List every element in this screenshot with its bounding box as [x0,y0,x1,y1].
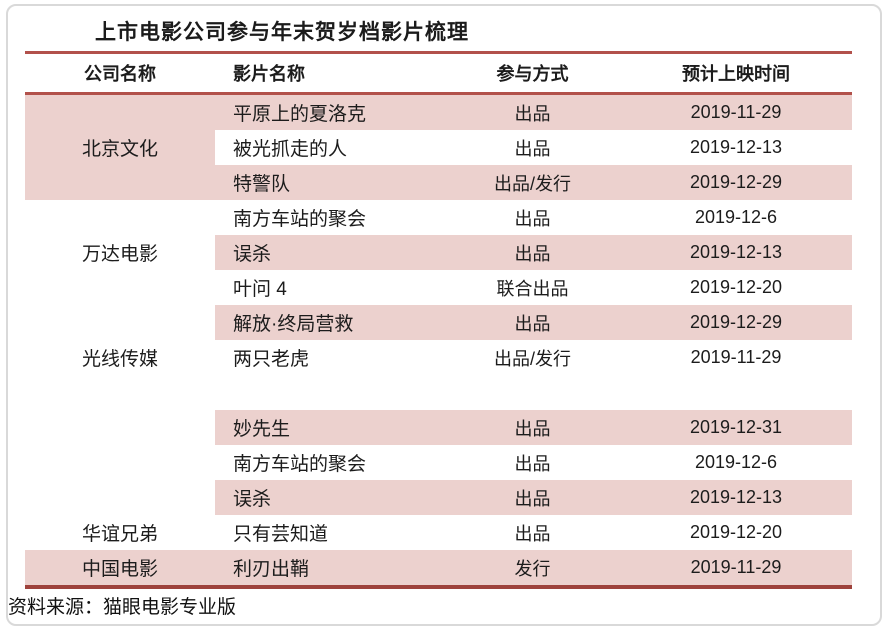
participation-cell: 联合出品 [496,278,569,299]
release-date-cell: 2019-12-13 [689,137,783,157]
table-header-row: 公司名称 影片名称 参与方式 预计上映时间 [25,54,852,92]
release-date-cell: 2019-12-20 [689,522,783,542]
table-row: 误杀 出品 2019-12-13 [25,480,852,515]
table-title: 上市电影公司参与年末贺岁档影片梳理 [95,21,469,44]
release-date-cell: 2019-12-31 [620,410,852,445]
release-date-cell: 2019-12-20 [689,277,783,297]
film-name-cell: 被光抓走的人 [233,139,348,160]
release-date-cell: 2019-11-29 [690,347,782,367]
release-date-cell: 2019-11-29 [620,550,852,585]
film-name-cell: 误杀 [215,235,445,270]
film-name-cell: 利刃出鞘 [215,550,445,585]
table-row: 误杀 出品 2019-12-13 [25,235,852,270]
film-name-cell: 南方车站的聚会 [233,454,367,475]
company-name-cell: 中国电影 [25,550,215,585]
table-row: 两只老虎 出品/发行 2019-11-29 [25,340,852,375]
participation-cell: 出品/发行 [493,348,571,369]
film-table: 公司名称 影片名称 参与方式 预计上映时间 平原上的夏洛克 出品 2019-11… [25,51,852,589]
release-date-cell: 2019-12-29 [620,305,852,340]
participation-cell: 出品 [514,208,551,229]
table-row: 南方车站的聚会 出品 2019-12-6 [25,445,852,480]
table-row: 叶问 4 联合出品 2019-12-20 [25,270,852,305]
film-name-cell: 南方车站的聚会 [233,209,367,230]
header-top-rule [25,51,852,54]
participation-cell: 发行 [445,550,620,585]
release-date-cell: 2019-12-13 [620,235,852,270]
participation-cell: 出品 [445,235,620,270]
participation-cell: 出品 [445,410,620,445]
table-row: 特警队 出品/发行 2019-12-29 [25,165,852,200]
header-bottom-rule [25,92,852,95]
table-row: 只有芸知道 出品 2019-12-20 [25,515,852,550]
film-name-cell: 平原上的夏洛克 [215,95,445,130]
table-row: 被光抓走的人 出品 2019-12-13 [25,130,852,165]
table-body: 平原上的夏洛克 出品 2019-11-29 被光抓走的人 出品 2019-12-… [25,95,852,585]
participation-cell: 出品 [445,480,620,515]
header-date: 预计上映时间 [682,64,790,84]
film-name-cell: 叶问 4 [233,279,287,300]
participation-cell: 出品 [514,453,551,474]
participation-cell: 出品 [514,523,551,544]
company-name-cell: 光线传媒 [81,349,158,370]
release-date-cell: 2019-12-29 [620,165,852,200]
release-date-cell: 2019-11-29 [620,95,852,130]
participation-cell: 出品 [445,305,620,340]
film-name-cell [215,375,445,410]
release-date-cell: 2019-12-13 [620,480,852,515]
participation-cell: 出品 [514,138,551,159]
film-name-cell: 误杀 [215,480,445,515]
table-row: 利刃出鞘 发行 2019-11-29 [25,550,852,585]
film-name-cell: 妙先生 [215,410,445,445]
header-film: 影片名称 [233,64,305,84]
company-name-cell: 万达电影 [81,244,158,265]
participation-cell [445,375,620,410]
table-row: 解放·终局营救 出品 2019-12-29 [25,305,852,340]
film-name-cell: 解放·终局营救 [215,305,445,340]
header-company: 公司名称 [84,64,156,84]
header-role: 参与方式 [496,64,569,84]
table-row: 南方车站的聚会 出品 2019-12-6 [25,200,852,235]
company-name-cell: 北京文化 [25,95,215,200]
table-row: 平原上的夏洛克 出品 2019-11-29 [25,95,852,130]
release-date-cell [620,375,852,410]
table-row: 妙先生 出品 2019-12-31 [25,410,852,445]
participation-cell: 出品 [445,95,620,130]
table-bottom-rule [25,585,852,589]
data-source-note: 资料来源：猫眼电影专业版 [8,597,237,618]
film-name-cell: 特警队 [215,165,445,200]
film-name-cell: 只有芸知道 [233,524,329,545]
film-name-cell: 两只老虎 [233,349,310,370]
company-name-cell: 华谊兄弟 [81,524,158,545]
release-date-cell: 2019-12-6 [694,207,778,227]
release-date-cell: 2019-12-6 [694,452,778,472]
participation-cell: 出品/发行 [445,165,620,200]
